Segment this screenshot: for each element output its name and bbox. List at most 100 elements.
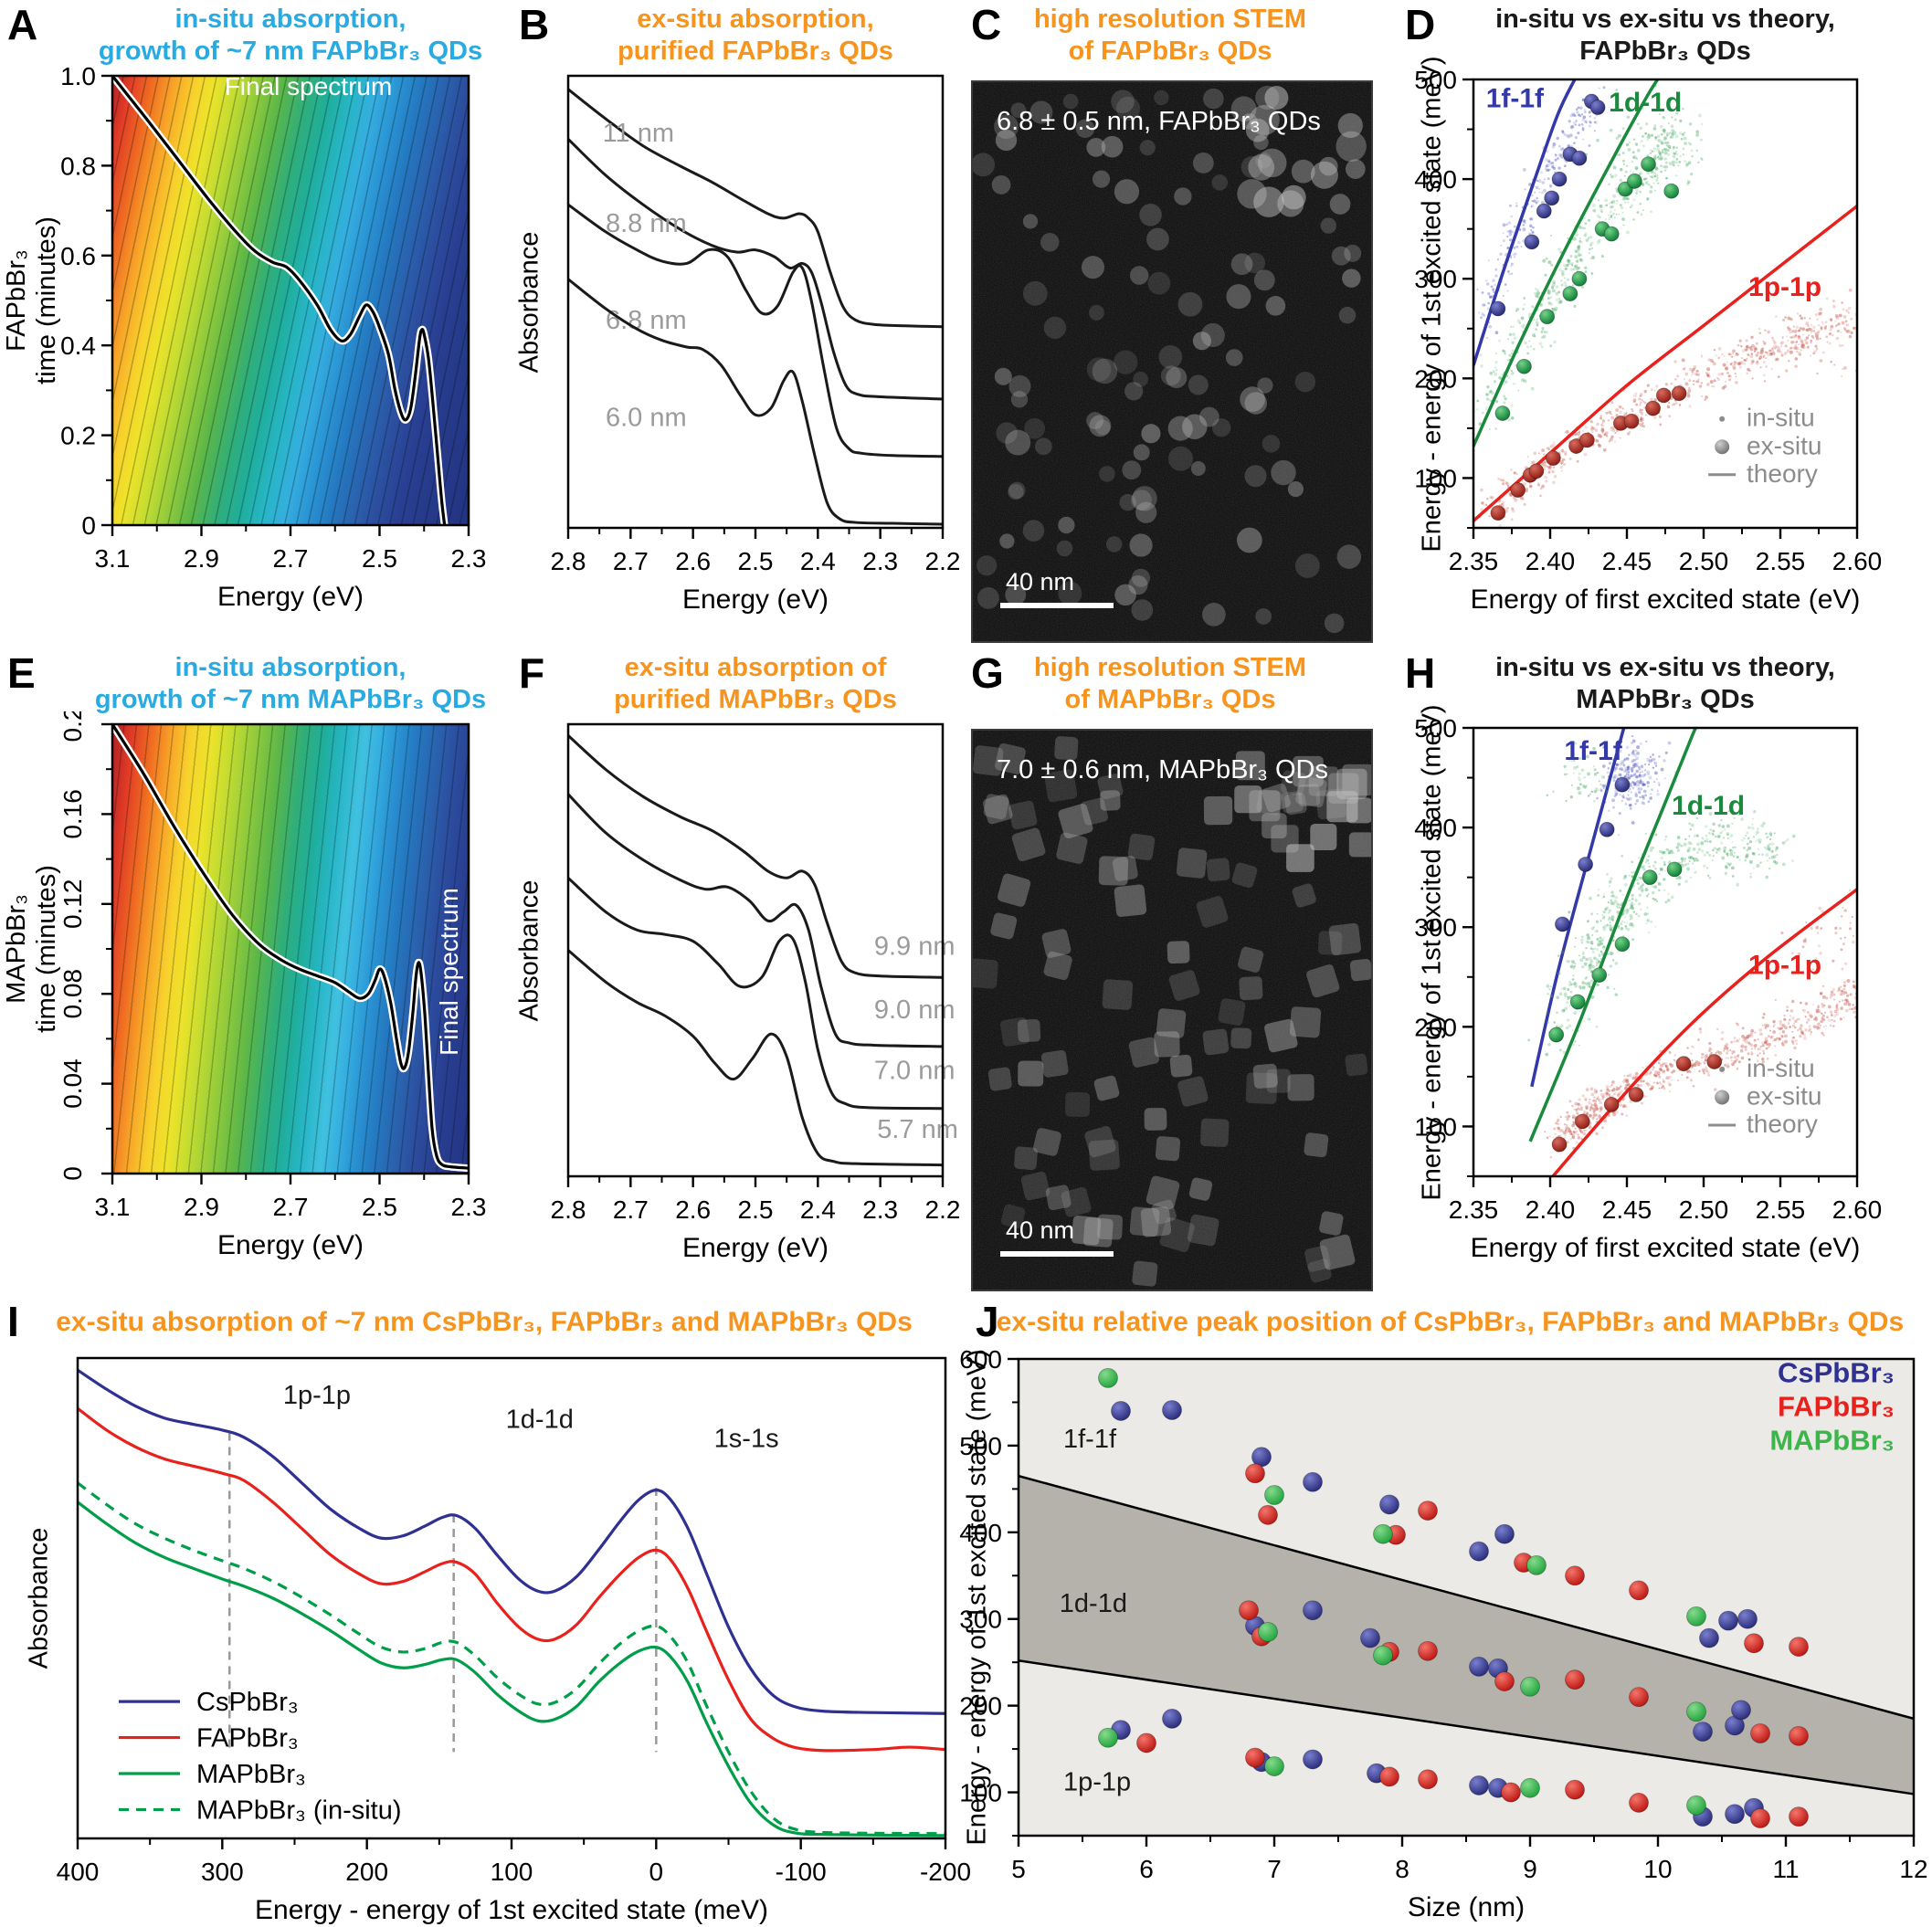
x-axis-tick-label: 2.3 — [451, 1193, 487, 1221]
in-situ-dot — [1766, 1043, 1768, 1047]
in-situ-dot — [1645, 1081, 1649, 1085]
in-situ-dot — [1635, 912, 1638, 916]
in-situ-dot — [1565, 267, 1568, 270]
in-situ-dot — [1768, 832, 1773, 836]
qd-particle — [1291, 159, 1315, 184]
panel-d-compare-fapbbr3: D in-situ vs ex-situ vs theory, FAPbBr₃ … — [1398, 0, 1932, 648]
in-situ-dot — [1658, 755, 1661, 758]
in-situ-dot — [1589, 1087, 1594, 1091]
in-situ-dot — [1635, 758, 1638, 761]
in-situ-dot — [1595, 1025, 1599, 1028]
in-situ-dot — [1496, 258, 1500, 261]
in-situ-dot — [1563, 1136, 1567, 1140]
in-situ-dot — [1500, 244, 1503, 247]
in-situ-dot — [1657, 182, 1660, 184]
in-situ-dot — [1639, 787, 1643, 791]
in-situ-dot — [1590, 272, 1594, 275]
in-situ-dot — [1763, 846, 1766, 848]
in-situ-dot — [1671, 160, 1675, 164]
in-situ-dot — [1838, 988, 1841, 992]
in-situ-dot — [1791, 834, 1796, 838]
in-situ-dot — [1623, 1074, 1626, 1077]
in-situ-dot — [1623, 921, 1626, 923]
in-situ-dot — [1607, 767, 1610, 770]
qd-particle — [1154, 1031, 1180, 1058]
in-situ-dot — [1735, 352, 1738, 355]
panel-title-d: in-situ vs ex-situ vs theory, FAPbBr₃ QD… — [1409, 4, 1921, 68]
in-situ-dot — [1619, 763, 1622, 766]
in-situ-dot — [1688, 835, 1691, 837]
in-situ-dot — [1804, 1015, 1807, 1017]
in-situ-dot — [1547, 446, 1550, 449]
in-situ-dot — [1764, 1037, 1768, 1041]
in-situ-dot — [1594, 929, 1599, 933]
in-situ-dot — [1643, 177, 1646, 181]
in-situ-dot — [1848, 1007, 1852, 1011]
in-situ-dot — [1816, 318, 1820, 321]
in-situ-dot — [1521, 378, 1525, 383]
in-situ-dot — [1789, 1025, 1791, 1027]
x-axis-tick-label: 2.2 — [925, 547, 961, 575]
in-situ-dot — [1642, 1079, 1645, 1083]
in-situ-dot — [1767, 330, 1770, 334]
in-situ-dot — [1729, 363, 1733, 366]
in-situ-dot — [1637, 122, 1640, 126]
in-situ-dot — [1681, 859, 1684, 863]
in-situ-dot — [1560, 155, 1564, 159]
in-situ-dot — [1700, 355, 1703, 358]
data-point-FAPbBr₃ — [1379, 1766, 1399, 1787]
x-axis-tick-label: 2.5 — [362, 1193, 397, 1221]
in-situ-dot — [1557, 247, 1561, 251]
in-situ-dot — [1578, 123, 1581, 127]
in-situ-dot — [1615, 89, 1619, 91]
in-situ-dot — [1713, 348, 1716, 352]
in-situ-dot — [1625, 230, 1630, 235]
in-situ-dot — [1591, 256, 1595, 259]
in-situ-dot — [1599, 951, 1602, 953]
in-situ-dot — [1806, 345, 1810, 350]
qd-particle — [1336, 131, 1367, 162]
in-situ-dot — [1738, 1037, 1741, 1040]
x-axis-tick-label: 10 — [1643, 1855, 1672, 1883]
in-situ-dot — [1568, 1115, 1571, 1118]
in-situ-dot — [1759, 366, 1762, 369]
in-situ-dot — [1733, 361, 1737, 364]
in-situ-dot — [1678, 132, 1683, 135]
in-situ-dot — [1810, 1033, 1812, 1036]
in-situ-dot — [1793, 1026, 1797, 1029]
in-situ-dot — [1641, 175, 1643, 178]
in-situ-dot — [1569, 1131, 1572, 1133]
in-situ-dot — [1572, 1121, 1576, 1124]
in-situ-dot — [1558, 298, 1561, 300]
contour-lines — [112, 724, 469, 1174]
in-situ-dot — [1480, 488, 1483, 492]
in-situ-dot — [1669, 135, 1673, 139]
ex-situ-point-1d-1d — [1516, 358, 1532, 374]
in-situ-dot — [1543, 178, 1547, 181]
in-situ-dot — [1729, 834, 1734, 837]
in-situ-dot — [1723, 1049, 1726, 1052]
in-situ-dot — [1587, 984, 1590, 988]
qd-particle — [1081, 256, 1105, 279]
in-situ-dot — [1620, 921, 1623, 926]
in-situ-dot — [1635, 403, 1639, 406]
y-axis-tick-label: 100 — [959, 1779, 1002, 1807]
in-situ-dot — [1611, 1090, 1614, 1092]
in-situ-dot — [1601, 1097, 1604, 1100]
in-situ-dot — [1774, 358, 1778, 362]
in-situ-dot — [1556, 156, 1559, 160]
scale-bar — [1000, 1251, 1114, 1257]
in-situ-dot — [1532, 226, 1535, 229]
in-situ-dot — [1535, 185, 1539, 190]
in-situ-dot — [1740, 1044, 1745, 1048]
in-situ-dot — [1667, 1081, 1670, 1084]
in-situ-dot — [1655, 174, 1659, 178]
in-situ-dot — [1768, 857, 1771, 859]
in-situ-dot — [1817, 932, 1820, 934]
qd-particle — [1022, 520, 1045, 542]
in-situ-dot — [1738, 858, 1741, 861]
absorbance-curve-9.0nm — [566, 793, 944, 1048]
in-situ-dot — [1588, 124, 1591, 128]
in-situ-dot — [1511, 352, 1514, 355]
in-situ-dot — [1664, 835, 1668, 838]
